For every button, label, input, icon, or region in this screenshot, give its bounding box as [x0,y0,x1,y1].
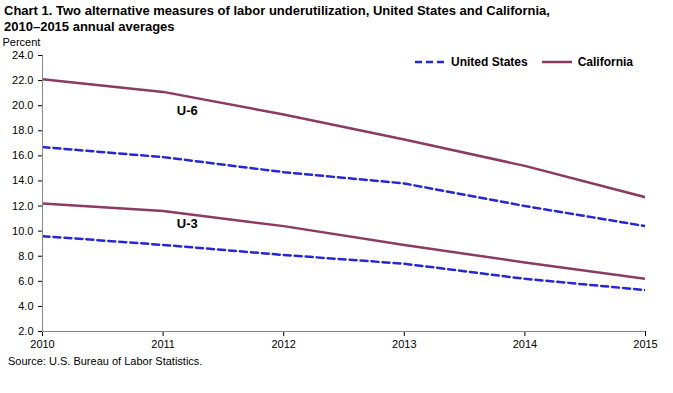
svg-text:24.0: 24.0 [12,49,33,61]
svg-text:2015: 2015 [633,338,657,350]
svg-text:6.0: 6.0 [18,275,33,287]
svg-text:10.0: 10.0 [12,225,33,237]
svg-text:20.0: 20.0 [12,99,33,111]
svg-text:18.0: 18.0 [12,124,33,136]
svg-text:U-3: U-3 [177,216,198,231]
svg-text:22.0: 22.0 [12,74,33,86]
svg-text:Percent: Percent [3,36,41,48]
svg-text:2013: 2013 [392,338,416,350]
html-text:Chart 1. Two alternative measu: Chart 1. Two alternative measures of lab… [4,3,550,34]
svg-text:2014: 2014 [513,338,537,350]
svg-text:U-6: U-6 [177,103,198,118]
html-text:Source: U.S. Bureau of Labor S: Source: U.S. Bureau of Labor Statistics. [8,355,203,367]
svg-text:16.0: 16.0 [12,149,33,161]
svg-text:2011: 2011 [151,338,175,350]
svg-text:2010: 2010 [30,338,54,350]
svg-text:14.0: 14.0 [12,174,33,186]
svg-text:2012: 2012 [271,338,295,350]
svg-text:4.0: 4.0 [18,300,33,312]
html-text:California: California [577,55,633,69]
svg-text:8.0: 8.0 [18,250,33,262]
svg-text:2.0: 2.0 [18,325,33,337]
html-text:United States: United States [451,55,528,69]
svg-text:12.0: 12.0 [12,200,33,212]
